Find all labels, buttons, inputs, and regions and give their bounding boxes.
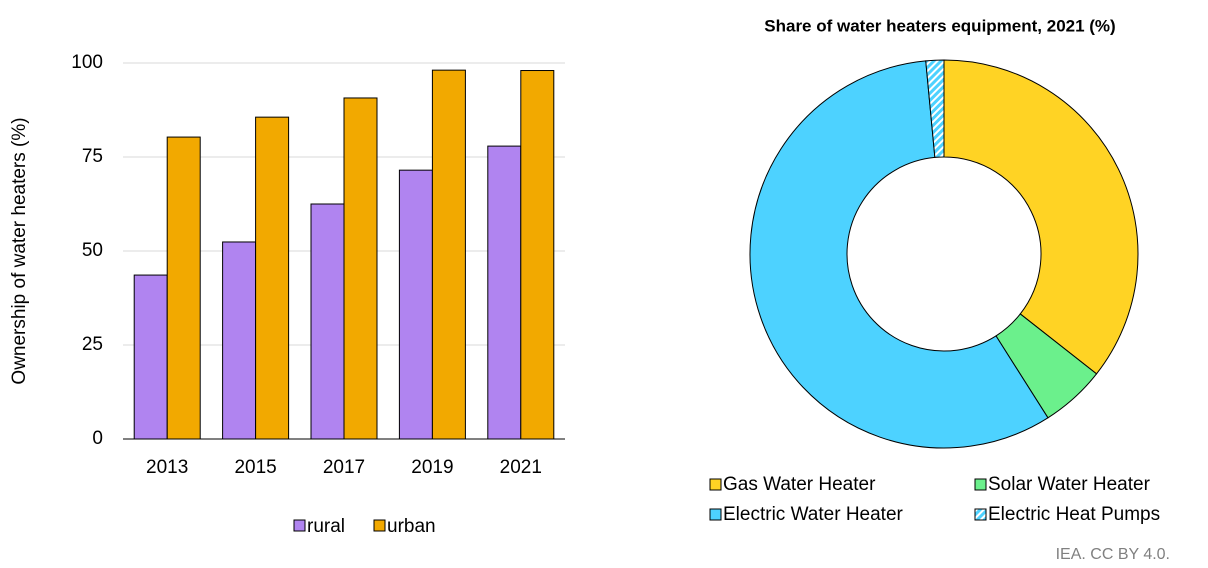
legend-swatch [293, 519, 306, 532]
y-tick-label: 0 [92, 428, 103, 449]
legend-label: Gas Water Heater [723, 474, 876, 495]
bar [133, 274, 168, 440]
y-tick-label: 100 [71, 52, 103, 73]
legend-swatch [974, 508, 987, 521]
y-tick-label: 75 [82, 146, 103, 167]
legend-swatch [373, 519, 386, 532]
legend-label: rural [307, 516, 345, 537]
legend-label: Electric Water Heater [723, 504, 904, 525]
chart-title: Share of water heaters equipment, 2021 (… [764, 16, 1115, 35]
bar [343, 97, 378, 440]
bar [166, 136, 201, 440]
bar [487, 145, 522, 440]
bar [398, 169, 433, 440]
bar [310, 203, 345, 440]
x-tick-label: 2015 [234, 457, 276, 478]
pie-slice [943, 59, 1139, 375]
x-tick-label: 2017 [323, 457, 365, 478]
legend-label: urban [387, 516, 436, 537]
pie-slice [925, 59, 945, 158]
x-tick-label: 2021 [500, 457, 542, 478]
legend-swatch [709, 478, 722, 491]
legend-label: Electric Heat Pumps [988, 504, 1160, 525]
y-axis-label: Ownership of water heaters (%) [9, 117, 30, 384]
bar [255, 116, 290, 440]
legend-label: Solar Water Heater [988, 474, 1151, 495]
legend-swatch [974, 478, 987, 491]
footer: IEA. CC BY 4.0. [1056, 546, 1170, 563]
x-tick-label: 2013 [146, 457, 188, 478]
legend-swatch [709, 508, 722, 521]
x-tick-label: 2019 [411, 457, 453, 478]
bar [222, 241, 257, 440]
pie-slice [749, 60, 1049, 449]
y-tick-label: 25 [82, 334, 103, 355]
bar [431, 69, 466, 440]
bar [520, 70, 555, 440]
y-tick-label: 50 [82, 240, 103, 261]
